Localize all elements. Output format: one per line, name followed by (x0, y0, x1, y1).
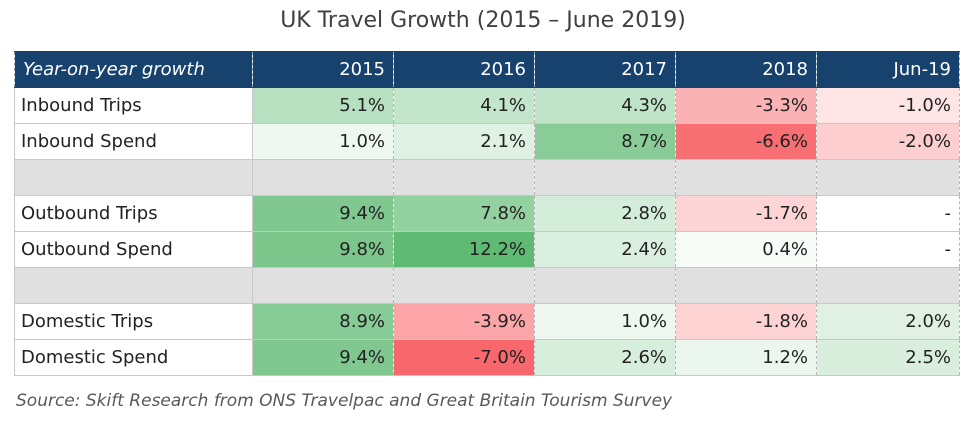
value-cell: -1.8% (675, 303, 817, 340)
spacer-cell (14, 159, 253, 196)
value-cell: 0.4% (675, 231, 817, 268)
table-row: Inbound Spend 1.0% 2.1% 8.7% -6.6% -2.0% (14, 123, 960, 160)
value-cell: 8.7% (534, 123, 676, 160)
value-cell: 2.8% (534, 195, 676, 232)
table-row: Outbound Trips 9.4% 7.8% 2.8% -1.7% - (14, 195, 960, 232)
column-header: 2018 (675, 51, 817, 88)
source-note: Source: Skift Research from ONS Travelpa… (16, 391, 673, 411)
value-cell: -2.0% (816, 123, 960, 160)
spacer-cell (816, 267, 960, 304)
value-cell: 9.4% (252, 195, 394, 232)
value-cell: 9.4% (252, 339, 394, 376)
value-cell: - (816, 231, 960, 268)
value-cell: 5.1% (252, 87, 394, 124)
column-header: 2016 (393, 51, 535, 88)
table-body: Inbound Trips 5.1% 4.1% 4.3% -3.3% -1.0% Inbou… (14, 87, 960, 376)
row-label: Inbound Spend (14, 123, 253, 160)
value-cell: 2.0% (816, 303, 960, 340)
value-cell: -3.3% (675, 87, 817, 124)
spacer-cell (252, 159, 394, 196)
growth-table: Year-on-year growth 2015 2016 2017 2018 … (14, 51, 960, 376)
value-cell: 4.1% (393, 87, 535, 124)
spacer-cell (675, 159, 817, 196)
spacer-cell (393, 267, 535, 304)
row-label: Outbound Spend (14, 231, 253, 268)
value-cell: 7.8% (393, 195, 535, 232)
value-cell: 9.8% (252, 231, 394, 268)
table-row: Domestic Spend 9.4% -7.0% 2.6% 1.2% 2.5% (14, 339, 960, 376)
spacer-cell (14, 267, 253, 304)
table-row: Inbound Trips 5.1% 4.1% 4.3% -3.3% -1.0% (14, 87, 960, 124)
row-label: Inbound Trips (14, 87, 253, 124)
column-header: 2017 (534, 51, 676, 88)
spacer-row (14, 267, 960, 304)
row-label: Domestic Trips (14, 303, 253, 340)
spacer-cell (534, 159, 676, 196)
spacer-cell (675, 267, 817, 304)
header-row: Year-on-year growth 2015 2016 2017 2018 … (14, 51, 960, 88)
spacer-cell (252, 267, 394, 304)
row-label: Outbound Trips (14, 195, 253, 232)
value-cell: -3.9% (393, 303, 535, 340)
value-cell: 2.4% (534, 231, 676, 268)
value-cell: 1.2% (675, 339, 817, 376)
value-cell: -6.6% (675, 123, 817, 160)
value-cell: -1.0% (816, 87, 960, 124)
value-cell: 2.1% (393, 123, 535, 160)
value-cell: -1.7% (675, 195, 817, 232)
value-cell: 1.0% (534, 303, 676, 340)
column-header: Jun-19 (816, 51, 960, 88)
row-label: Domestic Spend (14, 339, 253, 376)
value-cell: 12.2% (393, 231, 535, 268)
column-header: 2015 (252, 51, 394, 88)
value-cell: 1.0% (252, 123, 394, 160)
spacer-cell (816, 159, 960, 196)
chart-title: UK Travel Growth (2015 – June 2019) (280, 8, 686, 33)
value-cell: 2.6% (534, 339, 676, 376)
value-cell: 2.5% (816, 339, 960, 376)
spacer-cell (393, 159, 535, 196)
value-cell: - (816, 195, 960, 232)
header-label: Year-on-year growth (14, 51, 253, 88)
spacer-cell (534, 267, 676, 304)
value-cell: 8.9% (252, 303, 394, 340)
table-row: Domestic Trips 8.9% -3.9% 1.0% -1.8% 2.0% (14, 303, 960, 340)
spacer-row (14, 159, 960, 196)
value-cell: 4.3% (534, 87, 676, 124)
value-cell: -7.0% (393, 339, 535, 376)
table-row: Outbound Spend 9.8% 12.2% 2.4% 0.4% - (14, 231, 960, 268)
